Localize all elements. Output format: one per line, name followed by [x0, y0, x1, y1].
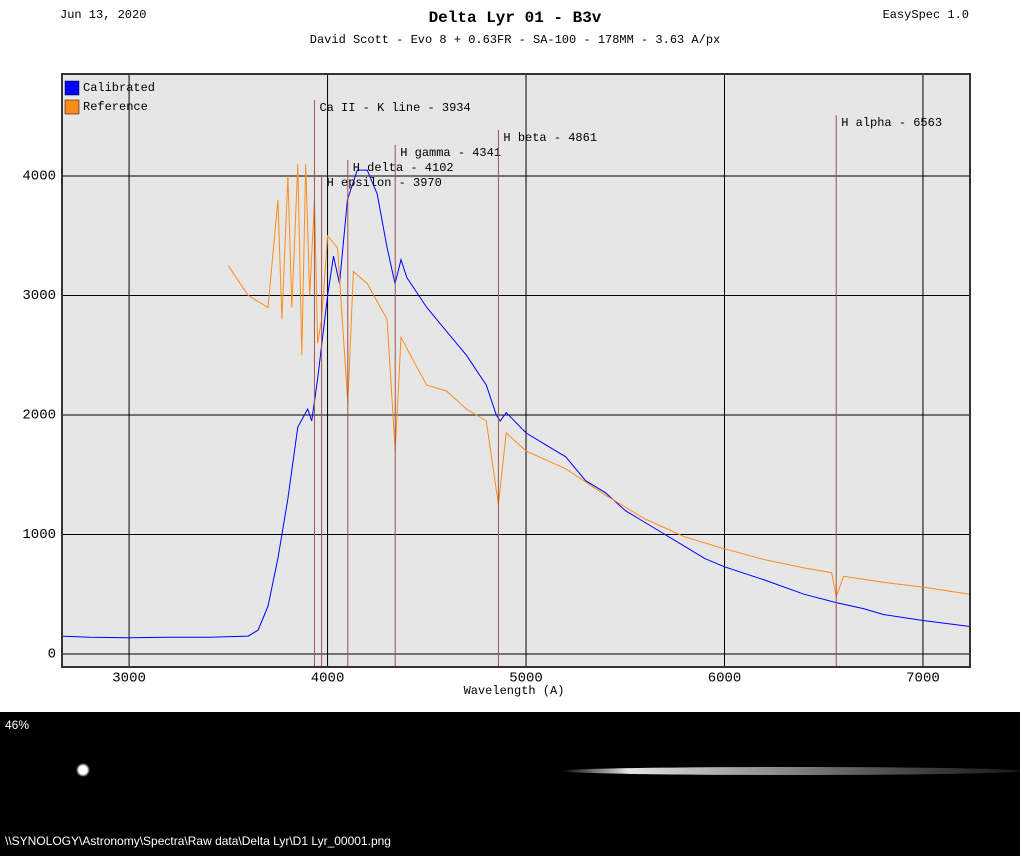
spectral-line-label: H epsilon - 3970: [327, 176, 442, 190]
image-panel: [0, 712, 1020, 856]
file-path: \\SYNOLOGY\Astronomy\Spectra\Raw data\De…: [5, 834, 391, 848]
legend-swatch: [64, 99, 80, 115]
legend-label: Reference: [83, 100, 148, 114]
series-line: [227, 164, 970, 599]
x-tick-label: 6000: [708, 671, 742, 687]
series-line: [62, 169, 970, 639]
spectral-line-label: H alpha - 6563: [841, 116, 942, 130]
spectral-line-label: H delta - 4102: [353, 161, 454, 175]
date: Jun 13, 2020: [60, 8, 146, 22]
y-tick-label: 0: [48, 647, 56, 663]
legend-swatch: [64, 80, 80, 96]
app-name: EasySpec 1.0: [883, 8, 969, 22]
spectral-line-label: H beta - 4861: [503, 131, 597, 145]
x-tick-label: 7000: [906, 671, 940, 687]
chart-title: Delta Lyr 01 - B3v: [429, 9, 602, 27]
plot-border: [61, 73, 971, 668]
plot-area: [62, 74, 970, 667]
legend-label: Calibrated: [83, 81, 155, 95]
x-tick-label: 4000: [311, 671, 345, 687]
zoom-level: 46%: [5, 718, 29, 732]
chart-subtitle: David Scott - Evo 8 + 0.63FR - SA-100 - …: [310, 33, 720, 47]
x-tick-label: 5000: [509, 671, 543, 687]
y-tick-label: 3000: [22, 288, 56, 304]
spectrum-image: [560, 767, 1020, 775]
spectral-line-label: Ca II - K line - 3934: [319, 101, 470, 115]
y-tick-label: 2000: [22, 408, 56, 424]
y-tick-label: 1000: [22, 527, 56, 543]
x-tick-label: 3000: [112, 671, 146, 687]
x-axis-label: Wavelength (A): [464, 684, 565, 698]
y-tick-label: 4000: [22, 169, 56, 185]
star-image: [76, 763, 90, 777]
spectral-line-label: H gamma - 4341: [400, 146, 501, 160]
